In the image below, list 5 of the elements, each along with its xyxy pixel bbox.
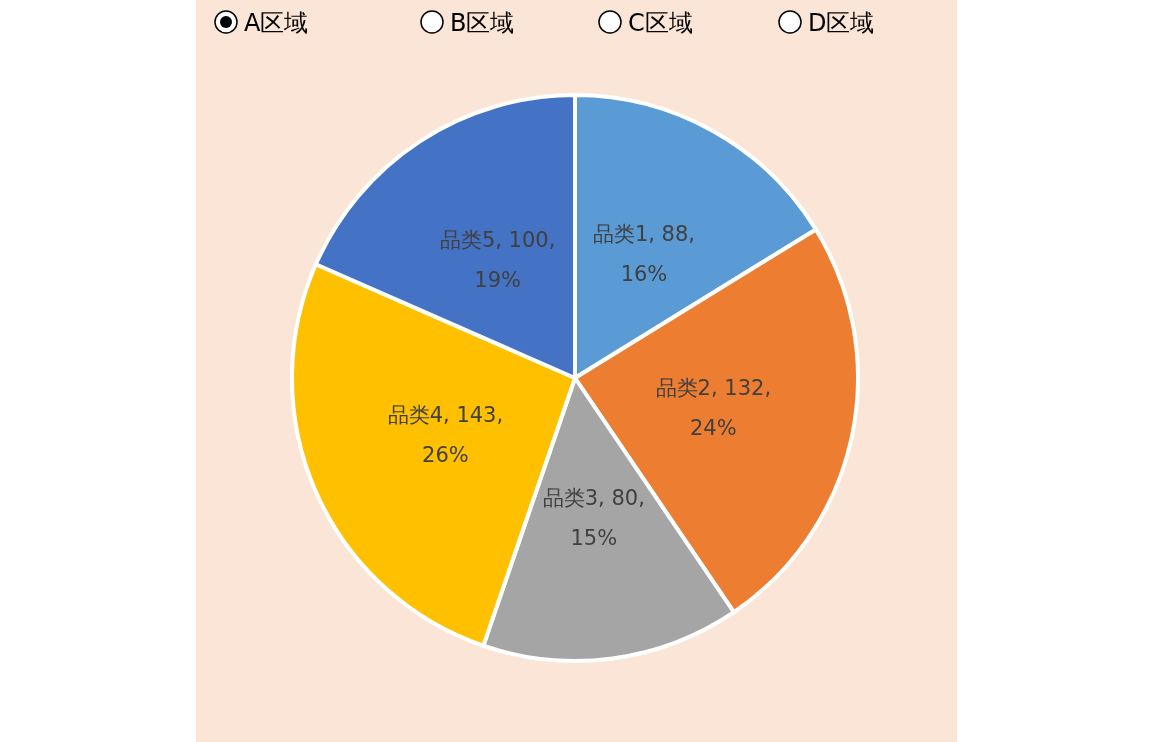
slice-label: 品类2, 132, 24% xyxy=(655,375,772,440)
slice-label: 品类4, 143, 26% xyxy=(387,402,504,467)
slice-label: 品类5, 100, 19% xyxy=(439,227,556,292)
slice-label: 品类1, 88, 16% xyxy=(592,222,696,287)
slice-label: 品类3, 80, 15% xyxy=(542,486,645,551)
